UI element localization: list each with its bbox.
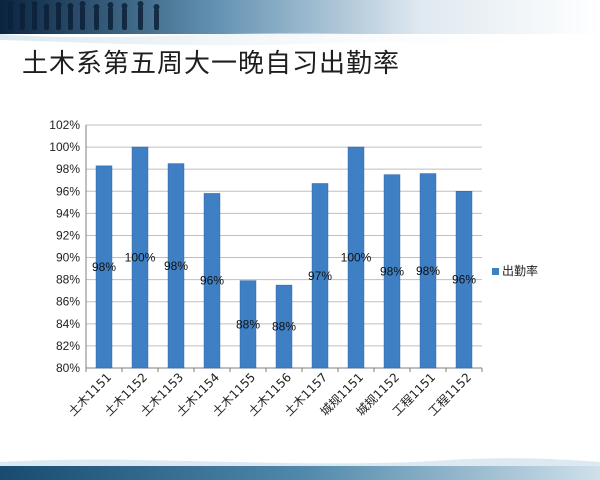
y-tick-label: 80%: [56, 361, 80, 375]
data-label: 88%: [272, 320, 296, 334]
bar: [95, 165, 113, 369]
data-label: 100%: [125, 251, 156, 265]
data-label: 96%: [452, 273, 476, 287]
bar: [275, 284, 293, 369]
y-tick-label: 88%: [56, 273, 80, 287]
bar: [131, 146, 149, 369]
y-tick-label: 86%: [56, 295, 80, 309]
data-label: 98%: [164, 259, 188, 273]
bar: [383, 174, 401, 369]
data-label: 96%: [200, 274, 224, 288]
bar: [203, 193, 221, 369]
data-label: 98%: [380, 264, 404, 278]
y-tick-label: 96%: [56, 184, 80, 198]
y-tick-label: 92%: [56, 228, 80, 242]
data-label: 88%: [236, 317, 260, 331]
bar: [239, 280, 257, 369]
bar: [455, 190, 473, 369]
legend-label: 出勤率: [502, 263, 538, 278]
y-tick-label: 84%: [56, 317, 80, 331]
y-tick-label: 102%: [49, 118, 80, 132]
y-tick-label: 90%: [56, 251, 80, 265]
data-label: 98%: [92, 260, 116, 274]
y-tick-label: 82%: [56, 339, 80, 353]
people-silhouettes-icon: [7, 1, 160, 30]
bar: [347, 146, 365, 369]
legend-swatch: [492, 268, 499, 275]
slide-title: 土木系第五周大一晚自习出勤率: [22, 49, 401, 79]
footer-wave: [0, 458, 600, 466]
data-label: 97%: [308, 269, 332, 283]
y-tick-label: 98%: [56, 162, 80, 176]
y-tick-label: 100%: [49, 140, 80, 154]
y-tick-label: 94%: [56, 206, 80, 220]
header-band: [0, 0, 600, 34]
data-label: 98%: [416, 264, 440, 278]
bar: [167, 163, 185, 369]
bar: [311, 183, 329, 369]
header-wave: [0, 32, 600, 46]
data-label: 100%: [341, 251, 372, 265]
footer-band: [0, 466, 600, 480]
bar: [419, 173, 437, 369]
